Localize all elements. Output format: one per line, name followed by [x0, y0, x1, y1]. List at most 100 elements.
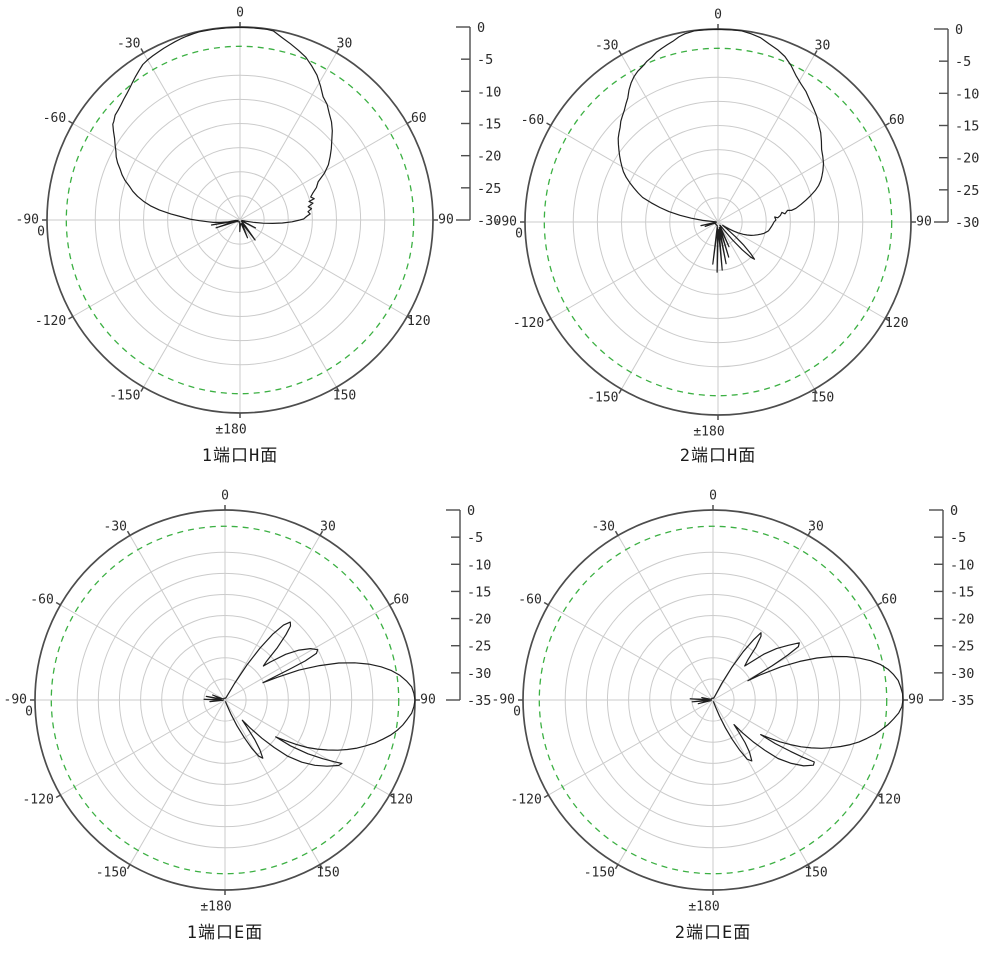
grid-spoke: [550, 125, 719, 223]
scale-bar-label: -15: [955, 119, 979, 135]
angle-label: 0: [714, 8, 722, 23]
grid-spoke: [239, 123, 408, 221]
grid-spoke: [712, 699, 878, 796]
grid-spoke: [60, 699, 226, 796]
scale-bar-label: -10: [477, 84, 501, 100]
angle-tick: [126, 530, 131, 536]
angle-tick: [618, 388, 623, 394]
angle-label: -90: [494, 215, 517, 230]
angle-label: ±180: [688, 900, 719, 915]
angle-tick: [140, 386, 145, 392]
angle-label: -120: [22, 793, 53, 808]
angle-tick: [319, 530, 324, 536]
grid-spoke: [129, 535, 226, 701]
grid-spoke: [143, 52, 241, 221]
angle-label: -30: [117, 37, 140, 52]
pattern-trace: [203, 621, 416, 767]
angle-label: 60: [881, 593, 897, 608]
scale-bar-label: -25: [467, 639, 491, 655]
scale-bar-label: -15: [950, 584, 974, 600]
angle-label: -120: [35, 314, 66, 329]
green-ref-circle: [65, 45, 415, 395]
angle-label: ±180: [215, 423, 246, 438]
grid-spoke: [717, 54, 815, 223]
angle-tick: [618, 50, 623, 56]
scale-bar-label: -5: [477, 52, 493, 68]
grid-spoke: [548, 604, 714, 701]
grid-spoke: [224, 699, 321, 865]
angle-tick: [389, 794, 395, 799]
radial-zero-label: 0: [515, 227, 523, 242]
angle-label: -90: [16, 213, 39, 228]
grid-spoke: [712, 699, 809, 865]
angle-tick: [335, 386, 340, 392]
angle-tick: [807, 530, 812, 536]
angle-label: -120: [510, 793, 541, 808]
scale-bar-label: -15: [477, 117, 501, 133]
angle-label: 120: [389, 793, 412, 808]
angle-label: ±180: [693, 425, 724, 440]
angle-label: -60: [518, 593, 541, 608]
angle-label: -30: [595, 39, 618, 54]
grid-spoke: [224, 604, 390, 701]
angle-label: 60: [393, 593, 409, 608]
angle-label: 120: [407, 314, 430, 329]
angle-tick: [406, 120, 412, 125]
angle-tick: [319, 864, 324, 870]
grid-spoke: [717, 221, 815, 390]
angle-label: -90: [492, 693, 515, 708]
scale-bar-label: -10: [467, 557, 491, 573]
angle-label: 30: [337, 37, 353, 52]
angle-label: 150: [333, 388, 356, 403]
angle-label: 150: [316, 866, 339, 881]
scale-bar-label: -20: [950, 612, 974, 628]
angle-label: 30: [320, 519, 336, 534]
grid-spoke: [617, 535, 714, 701]
polar-plot-port1-h-plane: 0 30 60 90 120 150 ±180 -150 -120 -90 -60 -30 0 0 -5 -1…: [16, 6, 502, 438]
scale-bar-label: -5: [467, 530, 483, 546]
angle-tick: [543, 794, 549, 799]
scale-bar-label: -25: [955, 183, 979, 199]
plot-caption-port1-h: 1端口H面: [201, 446, 279, 466]
angle-label: 0: [221, 489, 229, 504]
angle-tick: [55, 601, 61, 606]
angle-tick: [126, 864, 131, 870]
angle-label: ±180: [200, 900, 231, 915]
angle-label: 120: [885, 316, 908, 331]
angle-tick: [884, 317, 890, 322]
scale-bar-label: -35: [950, 693, 974, 709]
scale-bar-label: -10: [950, 557, 974, 573]
green-ref-circle: [543, 47, 893, 397]
angle-label: -60: [30, 593, 53, 608]
grid-spoke: [717, 125, 886, 223]
green-ref-circle: [538, 525, 888, 875]
grid-spoke: [717, 221, 886, 319]
angle-label: 150: [811, 390, 834, 405]
grid-spoke: [239, 219, 337, 388]
grid-spoke: [621, 54, 719, 223]
grid-spoke: [129, 699, 226, 865]
grid-spoke: [60, 604, 226, 701]
angle-label: 150: [804, 866, 827, 881]
angle-tick: [884, 122, 890, 127]
angle-label: 90: [908, 693, 924, 708]
scale-bar-label: 0: [955, 22, 963, 38]
angle-tick: [406, 315, 412, 320]
scale-bar-label: -20: [955, 151, 979, 167]
angle-tick: [68, 120, 74, 125]
angle-label: -60: [43, 111, 66, 126]
grid-spoke: [143, 219, 241, 388]
grid-spoke: [617, 699, 714, 865]
angle-label: 0: [236, 6, 244, 21]
angle-tick: [877, 601, 883, 606]
angle-label: 90: [420, 693, 436, 708]
scale-bar-label: -15: [467, 584, 491, 600]
angle-label: -30: [592, 519, 615, 534]
angle-label: -60: [521, 113, 544, 128]
polar-plot-port1-e-plane: 0 30 60 90 120 150 ±180 -150 -120 -90 -60 -30 0 0 -5 -1…: [4, 489, 492, 915]
radial-zero-label: 0: [513, 705, 521, 720]
scale-bar-label: 0: [477, 20, 485, 36]
grid-spoke: [548, 699, 714, 796]
